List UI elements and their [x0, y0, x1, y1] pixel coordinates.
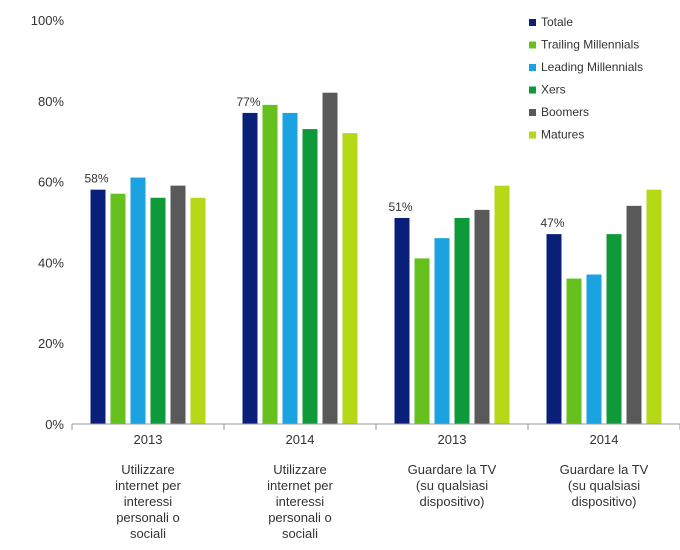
category-label-line: Guardare la TV: [559, 462, 649, 477]
category-label-line: internet per: [267, 478, 333, 493]
bar: [302, 129, 318, 424]
x-year-label: 2014: [590, 432, 619, 447]
bar: [170, 185, 186, 424]
legend-label: Xers: [541, 83, 566, 97]
bar: [546, 234, 562, 424]
bar: [90, 189, 106, 424]
category-label-line: personali o: [116, 510, 180, 525]
category-label-line: Guardare la TV: [407, 462, 497, 477]
legend-label: Matures: [541, 128, 584, 142]
bar: [434, 238, 450, 424]
bar: [646, 189, 662, 424]
category-label-line: internet per: [115, 478, 181, 493]
legend-swatch: [529, 41, 536, 49]
y-axis: 0% 20% 40% 60% 80% 100%: [31, 13, 65, 432]
x-year-label: 2014: [286, 432, 315, 447]
legend-swatch: [529, 19, 536, 26]
bar: [262, 104, 278, 424]
bar: [242, 112, 258, 425]
category-label-line: Utilizzare: [273, 462, 327, 477]
legend-swatch: [529, 131, 536, 139]
category-label-line: interessi: [123, 494, 173, 509]
bar: [190, 197, 206, 424]
category-label-line: dispositivo): [571, 494, 637, 509]
category-label-line: Utilizzare: [121, 462, 175, 477]
category-label-line: dispositivo): [419, 494, 485, 509]
bar: [394, 217, 410, 424]
legend-label: Leading Millennials: [541, 60, 643, 74]
bar: [474, 209, 490, 424]
data-label: 77%: [237, 95, 261, 109]
legend-swatch: [529, 109, 536, 116]
bar: [110, 193, 126, 424]
category-label-line: interessi: [275, 494, 325, 509]
x-year-label: 2013: [438, 432, 467, 447]
data-label: 58%: [85, 172, 109, 186]
category-label: Guardare la TV (su qualsiasi dispositivo): [387, 462, 517, 510]
category-label: Utilizzare internet per interessi personali…: [83, 462, 213, 542]
legend-swatch: [529, 86, 536, 94]
category-label-line: sociali: [281, 526, 319, 541]
legend-label: Trailing Millennials: [541, 38, 639, 52]
bar: [150, 197, 166, 424]
data-label: 51%: [389, 200, 413, 214]
bar: [322, 92, 338, 424]
bar: [282, 112, 298, 425]
category-label: Guardare la TV (su qualsiasi dispositivo): [539, 462, 669, 510]
bar: [626, 205, 642, 424]
data-label: 47%: [541, 216, 565, 230]
data-labels: 58% 77% 51% 47%: [85, 95, 565, 230]
bar: [606, 234, 622, 424]
y-tick-label: 20%: [38, 336, 64, 351]
y-tick-label: 40%: [38, 255, 64, 270]
category-label-line: (su qualsiasi: [415, 478, 489, 493]
x-year-label: 2013: [134, 432, 163, 447]
bar: [414, 258, 430, 424]
bar: [586, 274, 602, 424]
category-label-line: (su qualsiasi: [567, 478, 641, 493]
bar: [130, 177, 146, 424]
y-tick-label: 60%: [38, 175, 64, 190]
legend-label: Totale: [541, 15, 573, 29]
bar: [342, 133, 358, 424]
legend-swatch: [529, 64, 536, 71]
y-tick-label: 100%: [31, 13, 65, 28]
x-axis: 2013 2014 2013 2014: [71, 423, 680, 447]
bar: [566, 278, 582, 424]
legend: Totale Trailing Millennials Leading Millen…: [529, 15, 643, 142]
bars: [90, 92, 662, 425]
category-label-line: personali o: [268, 510, 332, 525]
y-tick-label: 0%: [45, 417, 64, 432]
y-tick-label: 80%: [38, 94, 64, 109]
category-label-line: sociali: [129, 526, 167, 541]
bar: [454, 217, 470, 424]
bar: [494, 185, 510, 424]
legend-label: Boomers: [541, 105, 589, 119]
category-label: Utilizzare internet per interessi personali…: [235, 462, 365, 542]
